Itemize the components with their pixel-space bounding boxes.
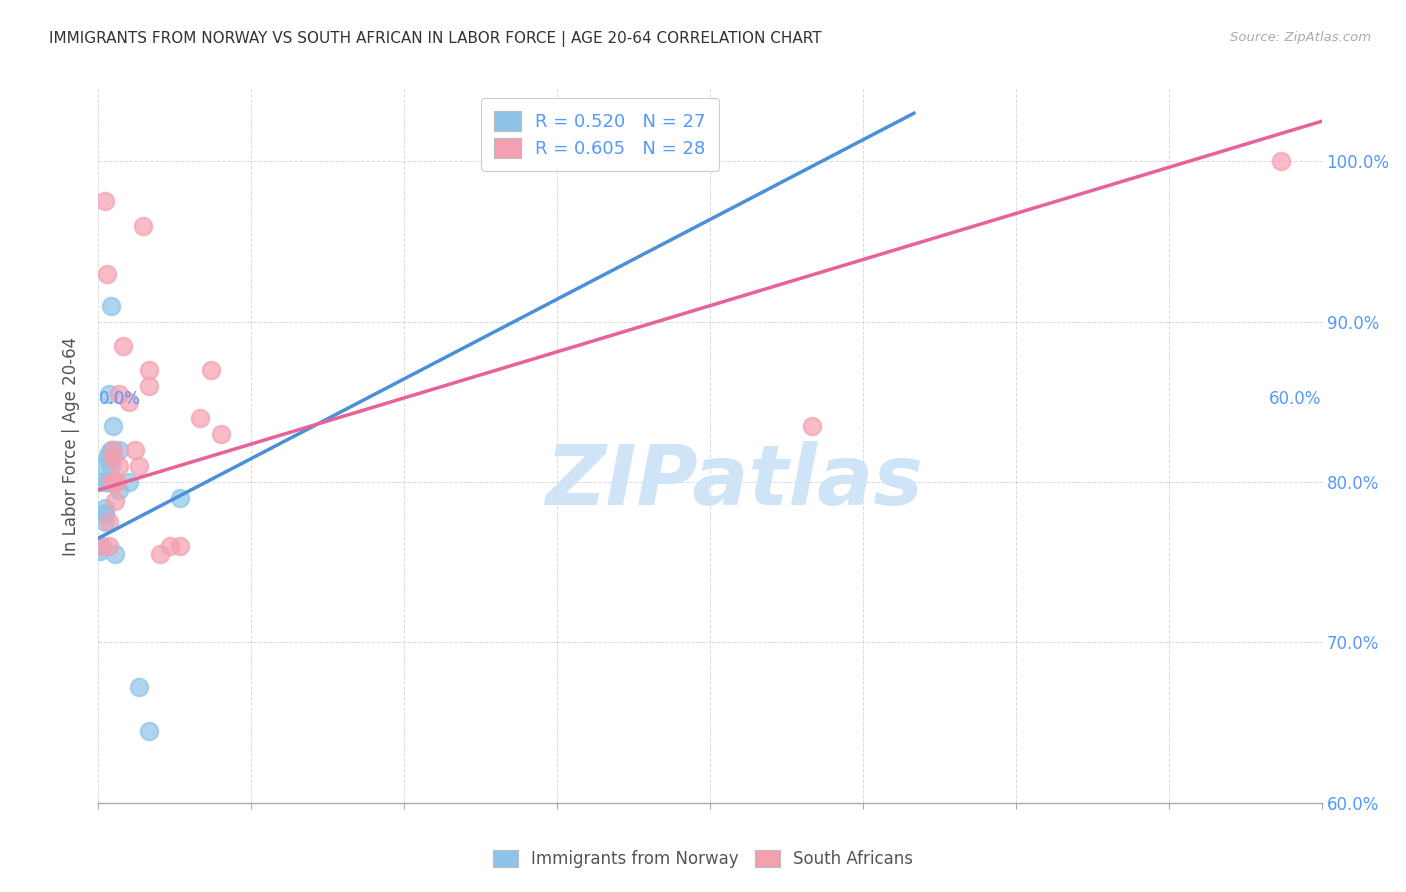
Point bbox=[124, 442, 146, 457]
Point bbox=[1270, 154, 1292, 169]
Point bbox=[111, 339, 134, 353]
Text: IMMIGRANTS FROM NORWAY VS SOUTH AFRICAN IN LABOR FORCE | AGE 20-64 CORRELATION C: IMMIGRANTS FROM NORWAY VS SOUTH AFRICAN … bbox=[49, 31, 823, 47]
Point bbox=[108, 458, 131, 473]
Point bbox=[101, 442, 124, 457]
Point bbox=[96, 267, 118, 281]
Point bbox=[100, 299, 122, 313]
Point bbox=[93, 506, 115, 520]
Point bbox=[93, 500, 115, 515]
Point bbox=[118, 475, 141, 489]
Point bbox=[97, 539, 120, 553]
Point bbox=[104, 475, 127, 489]
Point bbox=[96, 450, 118, 465]
Point bbox=[91, 539, 114, 553]
Point bbox=[100, 475, 122, 489]
Point bbox=[97, 515, 120, 529]
Point bbox=[93, 515, 115, 529]
Point bbox=[93, 458, 115, 473]
Point bbox=[96, 475, 118, 489]
Text: ZIPatlas: ZIPatlas bbox=[546, 442, 924, 522]
Point bbox=[100, 458, 122, 473]
Y-axis label: In Labor Force | Age 20-64: In Labor Force | Age 20-64 bbox=[62, 336, 80, 556]
Point bbox=[93, 507, 115, 521]
Point bbox=[97, 475, 120, 489]
Point bbox=[101, 442, 124, 457]
Point bbox=[132, 219, 155, 233]
Point bbox=[104, 475, 127, 489]
Point bbox=[104, 494, 127, 508]
Point bbox=[138, 363, 160, 377]
Point bbox=[200, 363, 222, 377]
Point bbox=[91, 475, 114, 489]
Point bbox=[97, 446, 120, 460]
Point bbox=[89, 544, 111, 558]
Point bbox=[100, 442, 122, 457]
Point bbox=[105, 475, 128, 489]
Text: 60.0%: 60.0% bbox=[1270, 391, 1322, 409]
Text: Source: ZipAtlas.com: Source: ZipAtlas.com bbox=[1230, 31, 1371, 45]
Point bbox=[89, 539, 111, 553]
Text: 0.0%: 0.0% bbox=[98, 391, 141, 409]
Legend: Immigrants from Norway, South Africans: Immigrants from Norway, South Africans bbox=[486, 843, 920, 875]
Point bbox=[97, 387, 120, 401]
Point bbox=[169, 539, 191, 553]
Point bbox=[101, 419, 124, 434]
Point bbox=[108, 483, 131, 497]
Point bbox=[138, 723, 160, 738]
Point bbox=[138, 379, 160, 393]
Point bbox=[104, 547, 127, 561]
Point bbox=[169, 491, 191, 505]
Point bbox=[149, 547, 172, 561]
Point bbox=[108, 442, 131, 457]
Point bbox=[108, 387, 131, 401]
Legend: R = 0.520   N = 27, R = 0.605   N = 28: R = 0.520 N = 27, R = 0.605 N = 28 bbox=[481, 98, 718, 170]
Point bbox=[118, 395, 141, 409]
Point bbox=[801, 419, 824, 434]
Point bbox=[100, 475, 122, 489]
Point bbox=[188, 411, 212, 425]
Point bbox=[93, 194, 115, 209]
Point bbox=[128, 458, 150, 473]
Point bbox=[209, 427, 232, 442]
Point bbox=[128, 681, 150, 695]
Point bbox=[101, 450, 124, 465]
Point bbox=[159, 539, 181, 553]
